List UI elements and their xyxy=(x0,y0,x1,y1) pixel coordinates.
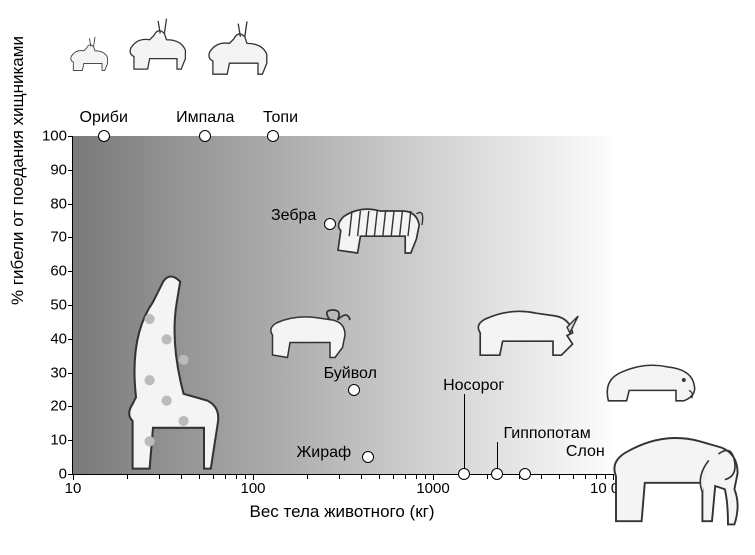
y-tick-label: 70 xyxy=(50,229,73,246)
y-tick-label: 10 xyxy=(50,432,73,449)
data-point-elephant xyxy=(519,468,531,480)
point-label-elephant: Слон xyxy=(566,443,605,461)
y-tick-label: 50 xyxy=(50,297,73,314)
data-point-zebra xyxy=(324,218,336,230)
y-tick-label: 60 xyxy=(50,263,73,280)
leader-line xyxy=(464,394,465,469)
buffalo-illustration xyxy=(260,293,360,368)
x-axis-label: Вес тела животного (кг) xyxy=(250,502,435,522)
giraffe-illustration xyxy=(102,268,238,472)
point-label-rhino: Носорог xyxy=(443,377,504,395)
oribi-illustration xyxy=(63,35,113,74)
data-point-hippo xyxy=(491,468,503,480)
x-tick-label: 1000 xyxy=(416,474,449,497)
y-tick-label: 90 xyxy=(50,161,73,178)
zebra-illustration xyxy=(324,183,436,267)
y-tick-label: 30 xyxy=(50,364,73,381)
y-tick-label: 40 xyxy=(50,330,73,347)
point-label-giraffe: Жираф xyxy=(296,444,351,462)
x-tick-label: 10 xyxy=(65,474,82,497)
point-label-impala: Импала xyxy=(176,109,234,127)
point-label-oribi: Ориби xyxy=(79,109,127,127)
point-label-topi: Топи xyxy=(263,109,298,127)
y-tick-label: 100 xyxy=(42,128,73,145)
data-point-impala xyxy=(199,130,211,142)
data-point-giraffe xyxy=(362,451,374,463)
y-tick-label: 20 xyxy=(50,398,73,415)
data-point-oribi xyxy=(98,130,110,142)
data-point-topi xyxy=(267,130,279,142)
data-point-rhino xyxy=(458,468,470,480)
leader-line xyxy=(497,442,498,469)
point-label-zebra: Зебра xyxy=(271,207,316,225)
point-label-hippo: Гиппопотам xyxy=(504,425,591,443)
y-axis-label: % гибели от поедания хищниками xyxy=(8,36,28,305)
impala-illustration xyxy=(118,17,194,76)
topi-illustration xyxy=(196,19,275,81)
rhino-illustration xyxy=(469,288,581,372)
elephant-illustration xyxy=(600,406,755,534)
data-point-buffalo xyxy=(348,384,360,396)
point-label-buffalo: Буйвол xyxy=(324,365,377,383)
y-tick-label: 80 xyxy=(50,195,73,212)
